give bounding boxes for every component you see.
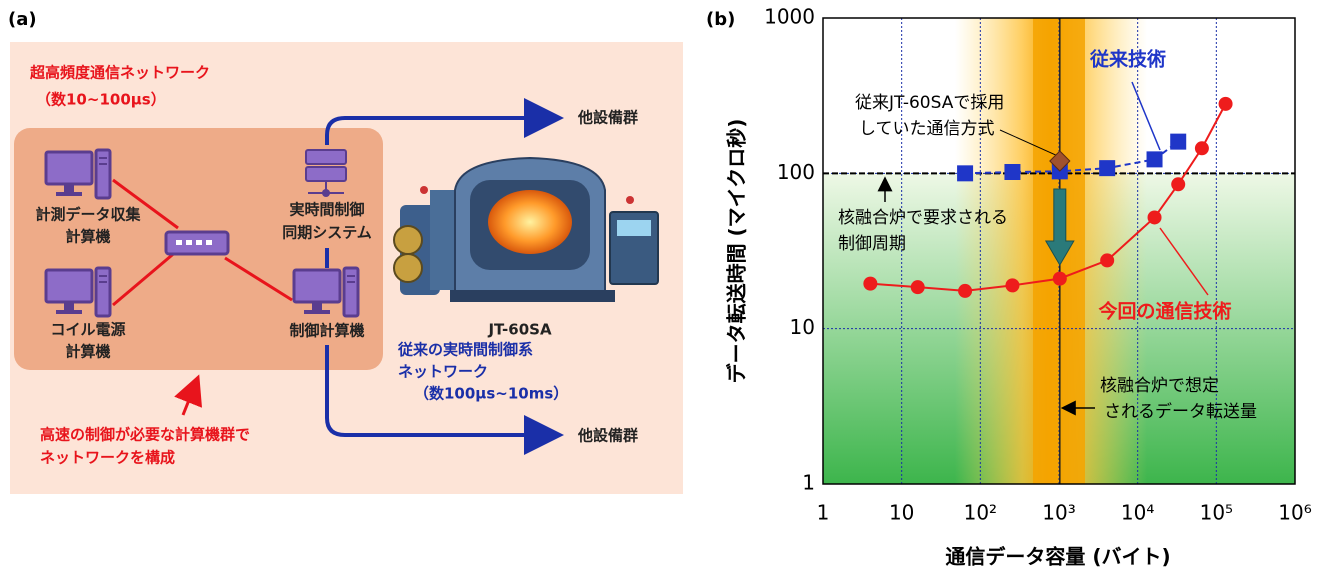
x-axis-label: 通信データ容量 (バイト): [945, 545, 1170, 569]
x-tick-label: 10⁴: [1121, 501, 1154, 525]
data-point: [1052, 271, 1067, 286]
teal-arrow: [1044, 188, 1075, 267]
data-point: [910, 280, 925, 295]
panel-b: (b) 通信データ容量 (バイト) データ転送時間 (マイクロ秒) 1 10 10²…: [706, 5, 1312, 569]
data-point: [1004, 163, 1021, 180]
note-arrow: [174, 374, 203, 416]
series-label: 従来技術: [1089, 48, 1166, 71]
node-label: コイル電源: [50, 321, 125, 339]
note: ネットワークを構成: [40, 449, 175, 467]
output-label: 他設備群: [577, 109, 638, 127]
output-label: 他設備群: [577, 427, 638, 445]
network-arrow: [325, 98, 564, 145]
network-title: 超高頻度通信ネットワーク: [29, 64, 210, 82]
data-point: [1171, 177, 1186, 192]
data-point: [1147, 210, 1162, 225]
panel-label: (a): [8, 9, 37, 30]
annotation: 核融合炉で想定: [1100, 376, 1219, 396]
data-point: [1146, 151, 1163, 168]
x-tick-label: 10: [889, 501, 914, 525]
conventional-network: 従来の実時間制御系: [397, 341, 533, 359]
note: 高速の制御が必要な計算機群で: [40, 426, 250, 444]
series-line: [870, 103, 1227, 292]
x-tick-label: 1: [817, 501, 830, 525]
node-label: 実時間制御: [289, 201, 364, 219]
data-point: [1100, 253, 1115, 268]
node-label: 制御計算機: [289, 322, 364, 340]
data-point: [1099, 160, 1116, 177]
reactor-illustration: [393, 156, 659, 302]
y-tick-label: 10: [790, 315, 815, 339]
switch-ports: [176, 240, 212, 245]
x-tick-label: 10³: [1042, 501, 1075, 525]
node-label: 計算機: [65, 228, 110, 246]
annotation-leader: [999, 129, 1057, 156]
x-tick-label: 10⁵: [1200, 501, 1233, 525]
device-label: JT-60SA: [487, 321, 552, 339]
data-point: [958, 283, 973, 298]
y-axis-label: データ転送時間 (マイクロ秒): [725, 119, 749, 384]
annotation: されるデータ転送量: [1104, 401, 1257, 422]
link: [112, 178, 179, 230]
data-point: [863, 276, 878, 291]
node-label: 計測データ収集: [35, 206, 141, 224]
annotation: 従来JT-60SAで採用: [855, 93, 1004, 113]
panel-label: (b): [706, 9, 735, 30]
series-label: 今回の通信技術: [1097, 300, 1231, 323]
network-title: （数10~100μs）: [36, 91, 166, 109]
data-point: [1218, 96, 1233, 111]
series-label-leader: [1131, 81, 1161, 151]
y-tick-label: 1000: [764, 5, 815, 29]
node-label: 計算機: [65, 343, 110, 361]
conventional-network: （数100μs~10ms）: [414, 385, 568, 403]
annotation: していた通信方式: [859, 119, 995, 139]
server-icon: [305, 149, 347, 197]
plot-frame: [822, 17, 1296, 485]
x-tick-label: 10⁶: [1278, 501, 1311, 525]
link: [224, 256, 293, 302]
data-point: [957, 165, 974, 182]
y-tick-label: 100: [777, 160, 815, 184]
network-arrow: [325, 345, 564, 455]
annotation: 核融合炉で要求される: [838, 208, 1008, 228]
x-tick-label: 10²: [964, 501, 997, 525]
y-tick-label: 1: [802, 471, 815, 495]
annotation: 制御周期: [838, 234, 906, 254]
data-point: [1005, 278, 1020, 293]
series-label-leader: [1159, 227, 1209, 296]
conventional-network: ネットワーク: [398, 363, 488, 381]
data-point: [1170, 133, 1187, 150]
data-point: [1049, 150, 1071, 172]
link: [112, 248, 179, 307]
panel-a: (a) 超高頻度通信ネットワーク （数10~100μs） 計測データ収集 計算機…: [8, 9, 683, 494]
data-point: [1194, 141, 1209, 156]
node-label: 同期システム: [282, 224, 372, 242]
